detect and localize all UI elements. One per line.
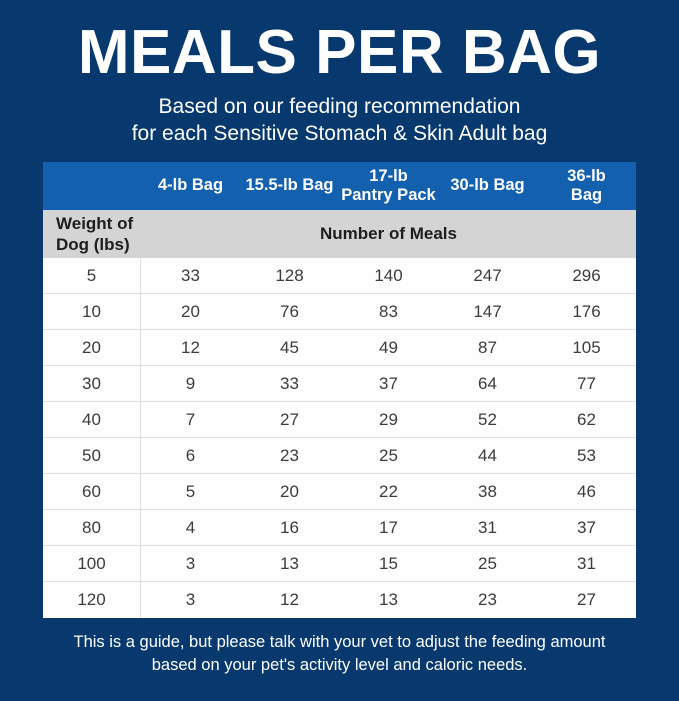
meals-cell: 23 [478, 590, 497, 609]
number-of-meals-header: Number of Meals [320, 224, 457, 243]
meals-cell: 37 [379, 373, 398, 393]
weight-cell: 60 [43, 474, 141, 509]
meals-cell: 33 [280, 373, 299, 393]
meals-cell: 49 [379, 337, 398, 357]
footer-note: This is a guide, but please talk with yo… [0, 631, 679, 677]
header-cell-17lb-pantry-pack: 17-lb Pantry Pack [341, 166, 436, 204]
weight-cell: 20 [43, 330, 141, 365]
meals-cell: 15 [379, 553, 398, 573]
subtitle-line-1: Based on our feeding recommendation [158, 95, 521, 118]
table-body: 5 33 128 140 247 296 10 20 76 83 147 176… [43, 258, 636, 618]
header-cell-36lb-bag: 36-lb Bag [567, 166, 606, 204]
meals-cell: 38 [478, 481, 497, 501]
meals-per-bag-table: 4-lb Bag 15.5-lb Bag 17-lb Pantry Pack 3… [43, 162, 636, 618]
meals-cell: 27 [577, 590, 596, 609]
meals-cell: 20 [280, 481, 299, 501]
meals-cell: 3 [185, 553, 196, 573]
weight-cell: 100 [43, 546, 141, 581]
meals-cell: 7 [185, 409, 196, 429]
meals-cell: 31 [577, 553, 596, 573]
meals-cell: 44 [478, 445, 497, 465]
meals-cell: 13 [280, 553, 299, 573]
meals-cell: 20 [181, 301, 200, 321]
meals-cell: 76 [280, 301, 299, 321]
header-cell-15lb-bag: 15.5-lb Bag [245, 176, 334, 195]
meals-cell: 12 [280, 590, 299, 609]
meals-cell: 13 [379, 590, 398, 609]
meals-cell: 4 [185, 517, 196, 537]
table-row: 10 20 76 83 147 176 [43, 294, 636, 330]
meals-cell: 23 [280, 445, 299, 465]
table-row: 5 33 128 140 247 296 [43, 258, 636, 294]
header-cell-30lb-bag: 30-lb Bag [450, 176, 525, 195]
meals-cell: 62 [577, 409, 596, 429]
meals-cell: 3 [185, 590, 196, 609]
meals-cell: 77 [577, 373, 596, 393]
meals-cell: 105 [572, 337, 601, 357]
page-subtitle: Based on our feeding recommendation for … [0, 93, 679, 147]
meals-cell: 128 [275, 265, 304, 285]
meals-cell: 27 [280, 409, 299, 429]
table-row: 100 3 13 15 25 31 [43, 546, 636, 582]
weight-of-dog-header: Weight of Dog (lbs) [56, 213, 134, 254]
meals-cell: 147 [473, 301, 502, 321]
footer-line-2: based on your pet's activity level and c… [151, 656, 528, 674]
weight-cell: 80 [43, 510, 141, 545]
table-row: 20 12 45 49 87 105 [43, 330, 636, 366]
meals-cell: 12 [181, 337, 200, 357]
subtitle-line-2: for each Sensitive Stomach & Skin Adult … [131, 122, 548, 145]
meals-cell: 16 [280, 517, 299, 537]
table-row: 80 4 16 17 31 37 [43, 510, 636, 546]
meals-cell: 29 [379, 409, 398, 429]
meals-cell: 176 [572, 301, 601, 321]
meals-cell: 22 [379, 481, 398, 501]
meals-cell: 53 [577, 445, 596, 465]
meals-cell: 17 [379, 517, 398, 537]
meals-cell: 45 [280, 337, 299, 357]
meals-cell: 87 [478, 337, 497, 357]
header-cell-4lb-bag: 4-lb Bag [157, 176, 224, 195]
meals-cell: 25 [379, 445, 398, 465]
weight-cell: 50 [43, 438, 141, 473]
footer-line-1: This is a guide, but please talk with yo… [73, 633, 606, 651]
meals-cell: 83 [379, 301, 398, 321]
weight-cell: 120 [43, 582, 141, 618]
page-title: MEALS PER BAG [77, 18, 602, 87]
weight-cell: 40 [43, 402, 141, 437]
meals-cell: 296 [572, 265, 601, 285]
table-row: 50 6 23 25 44 53 [43, 438, 636, 474]
meals-cell: 5 [185, 481, 196, 501]
table-row: 120 3 12 13 23 27 [43, 582, 636, 618]
weight-cell: 10 [43, 294, 141, 329]
meals-cell: 46 [577, 481, 596, 501]
header-cell-empty [43, 162, 141, 210]
meals-cell: 6 [185, 445, 196, 465]
meals-cell: 140 [374, 265, 403, 285]
meals-cell: 247 [473, 265, 502, 285]
table-row: 30 9 33 37 64 77 [43, 366, 636, 402]
meals-cell: 52 [478, 409, 497, 429]
meals-cell: 33 [181, 265, 200, 285]
weight-cell: 5 [43, 258, 141, 293]
meals-cell: 31 [478, 517, 497, 537]
meals-cell: 37 [577, 517, 596, 537]
table-row: 40 7 27 29 52 62 [43, 402, 636, 438]
sub-header-row: Weight of Dog (lbs) Number of Meals [43, 210, 636, 258]
meals-cell: 64 [478, 373, 497, 393]
meals-cell: 25 [478, 553, 497, 573]
meals-cell: 9 [185, 373, 196, 393]
bag-size-header-row: 4-lb Bag 15.5-lb Bag 17-lb Pantry Pack 3… [43, 162, 636, 210]
table-row: 60 5 20 22 38 46 [43, 474, 636, 510]
weight-cell: 30 [43, 366, 141, 401]
